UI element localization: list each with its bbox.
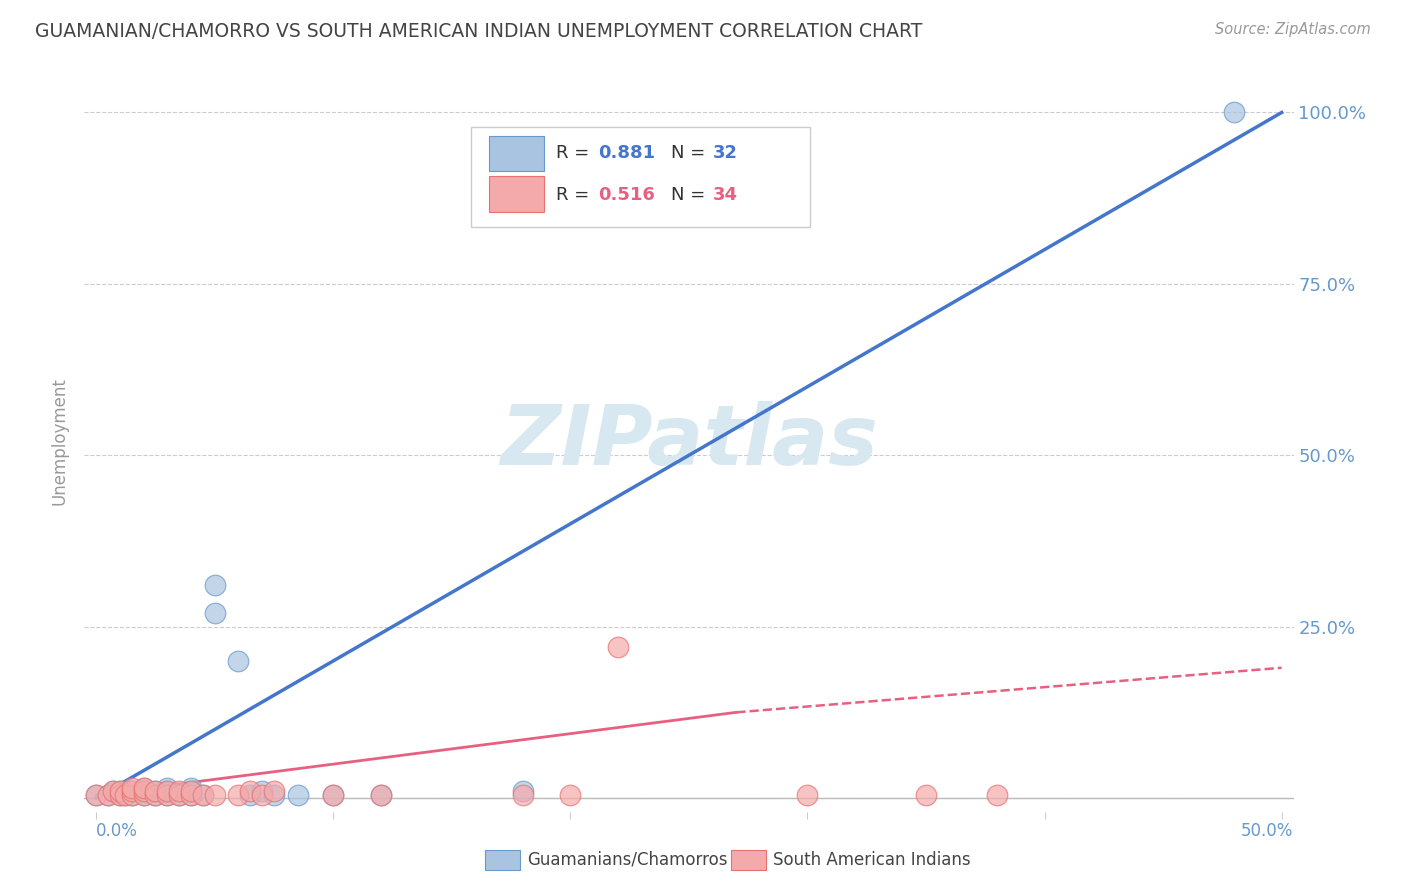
FancyBboxPatch shape — [471, 127, 810, 227]
Point — [101, 784, 124, 798]
Text: Guamanians/Chamorros: Guamanians/Chamorros — [527, 851, 728, 869]
Point — [512, 784, 534, 798]
Text: GUAMANIAN/CHAMORRO VS SOUTH AMERICAN INDIAN UNEMPLOYMENT CORRELATION CHART: GUAMANIAN/CHAMORRO VS SOUTH AMERICAN IND… — [35, 22, 922, 41]
Point — [180, 784, 202, 798]
Point — [145, 784, 167, 798]
Text: 0.516: 0.516 — [599, 186, 655, 204]
Point — [156, 780, 179, 795]
Text: 32: 32 — [713, 144, 738, 161]
Point — [796, 788, 818, 802]
Point — [287, 788, 309, 802]
FancyBboxPatch shape — [489, 136, 544, 171]
Point — [204, 788, 226, 802]
Point — [84, 788, 107, 802]
Point — [121, 788, 143, 802]
Point — [204, 606, 226, 620]
Point — [108, 784, 131, 798]
FancyBboxPatch shape — [489, 177, 544, 212]
Point — [145, 788, 167, 802]
Point — [108, 784, 131, 798]
Point — [370, 788, 392, 802]
Point — [239, 788, 262, 802]
Point — [108, 788, 131, 802]
Text: N =: N = — [671, 144, 711, 161]
Point — [145, 784, 167, 798]
Point — [97, 788, 120, 802]
Point — [250, 784, 273, 798]
Point — [108, 788, 131, 802]
Point — [180, 780, 202, 795]
Text: R =: R = — [555, 144, 595, 161]
Text: 50.0%: 50.0% — [1241, 822, 1294, 840]
Point — [121, 788, 143, 802]
Point — [986, 788, 1008, 802]
Point — [114, 788, 136, 802]
Point — [167, 788, 190, 802]
Point — [156, 784, 179, 798]
Y-axis label: Unemployment: Unemployment — [51, 377, 69, 506]
Point — [121, 784, 143, 798]
Point — [322, 788, 344, 802]
Point — [263, 788, 285, 802]
Point — [121, 784, 143, 798]
Point — [228, 654, 250, 668]
Text: 0.881: 0.881 — [599, 144, 655, 161]
Point — [132, 780, 155, 795]
Point — [156, 788, 179, 802]
Point — [263, 784, 285, 798]
Point — [512, 788, 534, 802]
Point — [132, 788, 155, 802]
Point — [132, 780, 155, 795]
Point — [915, 788, 938, 802]
Point — [132, 788, 155, 802]
Text: South American Indians: South American Indians — [773, 851, 972, 869]
Point — [97, 788, 120, 802]
Text: 0.0%: 0.0% — [96, 822, 138, 840]
Point — [121, 780, 143, 795]
Text: R =: R = — [555, 186, 595, 204]
Point — [322, 788, 344, 802]
Point — [84, 788, 107, 802]
Point — [250, 788, 273, 802]
Point — [101, 784, 124, 798]
Point — [204, 578, 226, 592]
Point — [167, 784, 190, 798]
Point — [180, 784, 202, 798]
Point — [167, 788, 190, 802]
Point — [1223, 105, 1246, 120]
Point — [145, 788, 167, 802]
Text: N =: N = — [671, 186, 711, 204]
Point — [239, 784, 262, 798]
Point — [191, 788, 214, 802]
Point — [191, 788, 214, 802]
Point — [180, 788, 202, 802]
Point — [132, 784, 155, 798]
Text: Source: ZipAtlas.com: Source: ZipAtlas.com — [1215, 22, 1371, 37]
Point — [180, 788, 202, 802]
Point — [606, 640, 628, 655]
Point — [228, 788, 250, 802]
Point — [560, 788, 582, 802]
Text: 34: 34 — [713, 186, 738, 204]
Point — [156, 788, 179, 802]
Point — [156, 784, 179, 798]
Point — [114, 788, 136, 802]
Point — [132, 784, 155, 798]
Point — [370, 788, 392, 802]
Text: ZIPatlas: ZIPatlas — [501, 401, 877, 482]
